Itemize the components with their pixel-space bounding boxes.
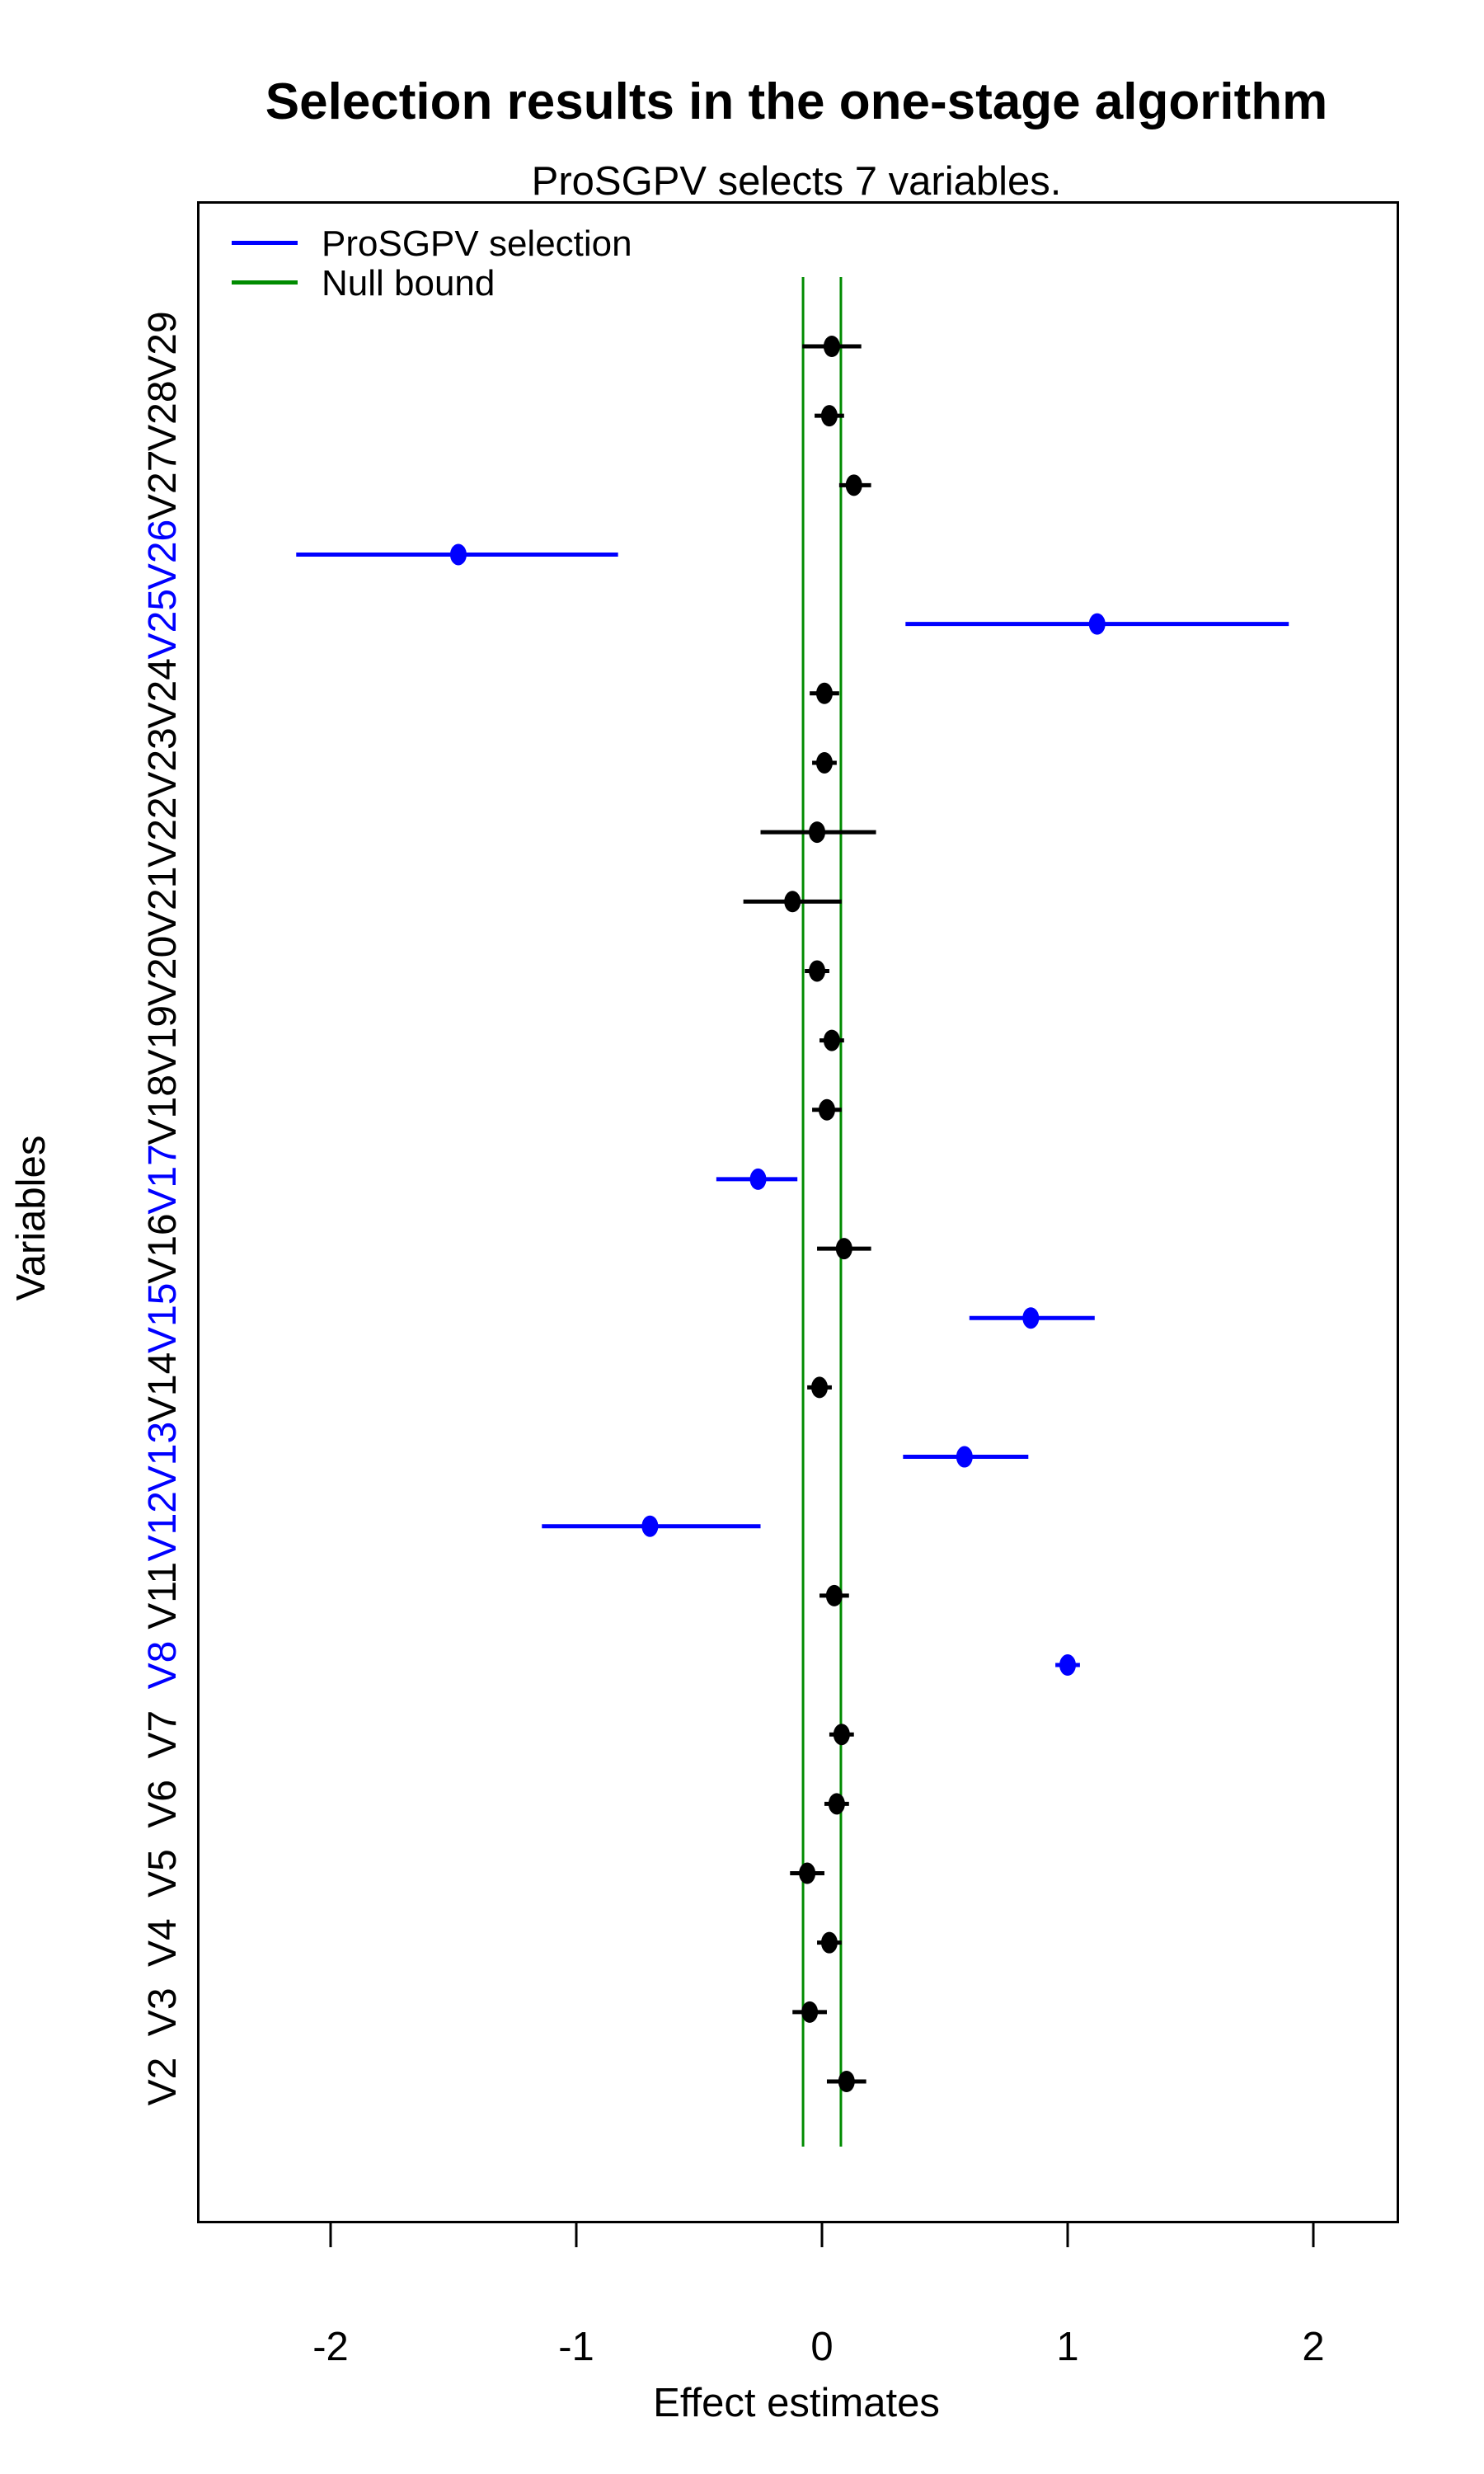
y-axis-label-V7: V7 (141, 1710, 185, 1759)
data-point-V25 (1088, 613, 1106, 635)
y-axis-label-V26: V26 (141, 520, 185, 590)
data-point-V17 (749, 1168, 767, 1190)
data-point-V20 (809, 960, 826, 982)
y-axis-label-V22: V22 (141, 797, 185, 867)
legend-line-prosgpv-selection (232, 241, 298, 245)
legend-label-prosgpv-selection: ProSGPV selection (322, 223, 632, 264)
y-axis-label-V16: V16 (141, 1213, 185, 1283)
data-point-V6 (828, 1793, 845, 1815)
data-point-V27 (845, 474, 862, 496)
x-axis-title: Effect estimates (653, 2381, 940, 2425)
x-tick-label: 2 (1302, 2325, 1324, 2369)
y-axis-label-V8: V8 (141, 1641, 185, 1690)
data-point-V11 (825, 1584, 843, 1606)
data-point-V5 (799, 1862, 816, 1884)
y-axis-label-V18: V18 (141, 1075, 185, 1145)
data-point-V19 (823, 1029, 840, 1051)
y-axis-label-V11: V11 (141, 1562, 185, 1630)
y-axis-label-V19: V19 (141, 1005, 185, 1075)
data-point-V22 (809, 821, 826, 844)
data-point-V24 (815, 682, 833, 704)
data-point-V28 (820, 405, 838, 427)
page-subtitle: ProSGPV selects 7 variables. (531, 159, 1062, 204)
data-point-V13 (956, 1446, 973, 1468)
data-point-V26 (449, 543, 467, 566)
data-point-V3 (801, 2001, 819, 2023)
y-axis-label-V25: V25 (141, 589, 185, 659)
data-point-V18 (818, 1098, 835, 1121)
page-title: Selection results in the one-stage algor… (265, 73, 1328, 130)
data-point-V14 (811, 1376, 829, 1399)
y-axis-label-V21: V21 (141, 867, 185, 937)
data-point-V8 (1059, 1654, 1076, 1677)
plot-border (197, 201, 1399, 2223)
y-axis-label-V12: V12 (141, 1491, 185, 1561)
y-axis-label-V29: V29 (141, 311, 185, 381)
x-tick-label: -1 (558, 2325, 594, 2369)
data-point-V21 (784, 891, 801, 913)
y-axis-label-V27: V27 (141, 450, 185, 520)
data-point-V12 (641, 1515, 659, 1537)
y-axis-label-V28: V28 (141, 380, 185, 450)
data-point-V2 (838, 2071, 855, 2092)
data-point-V29 (823, 336, 840, 357)
y-axis-label-V4: V4 (141, 1918, 185, 1967)
y-axis-label-V17: V17 (141, 1144, 185, 1214)
data-point-V16 (835, 1238, 852, 1260)
data-point-V4 (820, 1931, 838, 1954)
x-tick-label: -2 (312, 2325, 349, 2369)
legend-line-null-bound (232, 280, 298, 285)
legend-label-null-bound: Null bound (322, 263, 495, 303)
y-axis-label-V3: V3 (141, 1987, 185, 2036)
data-point-V7 (833, 1724, 850, 1746)
data-point-V23 (815, 751, 833, 774)
y-axis-label-V15: V15 (141, 1283, 185, 1353)
y-axis-label-V5: V5 (141, 1849, 185, 1898)
y-axis-label-V14: V14 (141, 1352, 185, 1423)
x-tick-label: 1 (1056, 2325, 1078, 2369)
y-axis-label-V6: V6 (141, 1780, 185, 1828)
y-axis-title: Variables (9, 1135, 54, 1301)
y-axis-label-V13: V13 (141, 1422, 185, 1492)
y-axis-label-V2: V2 (141, 2058, 185, 2106)
data-point-V15 (1022, 1307, 1040, 1329)
x-tick-label: 0 (810, 2325, 833, 2369)
y-axis-label-V20: V20 (141, 936, 185, 1006)
y-axis-label-V23: V23 (141, 727, 185, 797)
y-axis-label-V24: V24 (141, 658, 185, 728)
